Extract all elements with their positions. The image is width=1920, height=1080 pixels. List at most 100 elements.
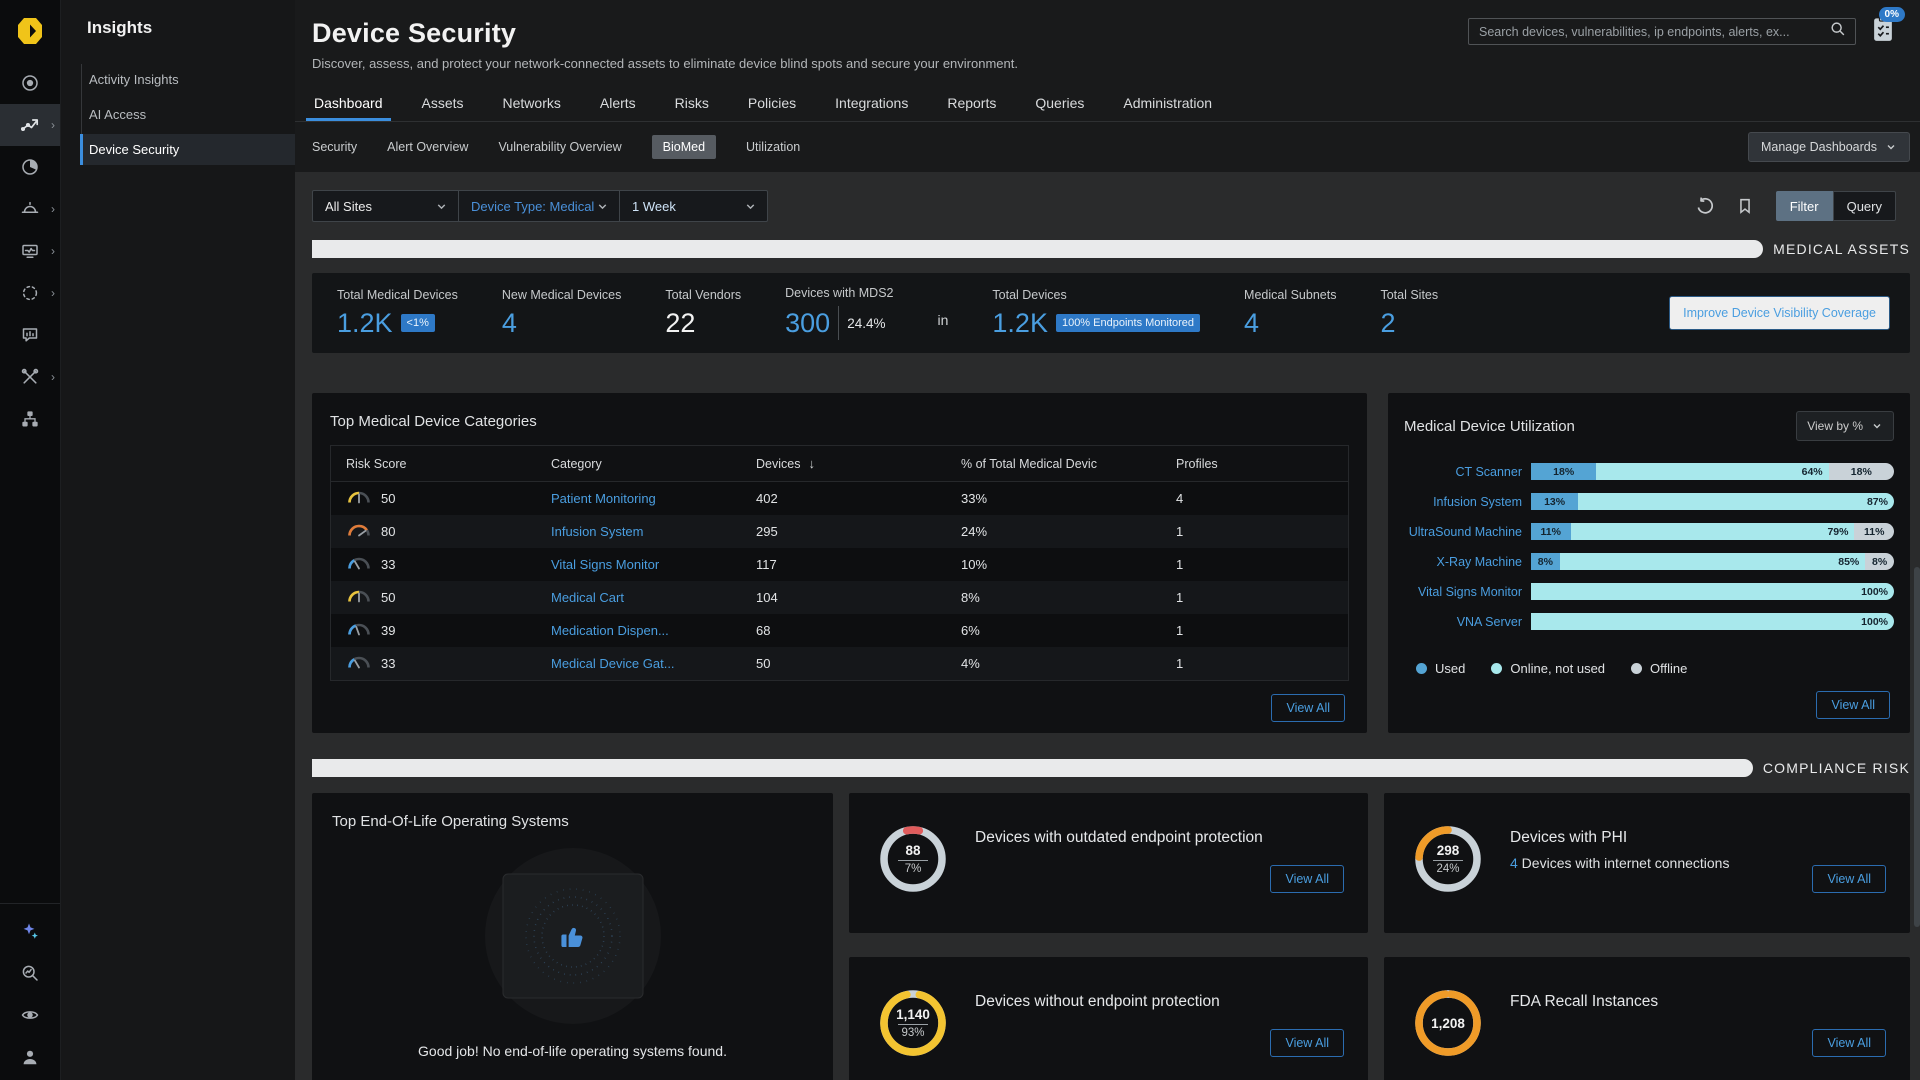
column-header-risk-score[interactable]: Risk Score <box>346 456 407 471</box>
query-toggle-button[interactable]: Query <box>1832 191 1896 221</box>
internet-connections-count[interactable]: 4 <box>1510 855 1518 872</box>
rail-item-eye[interactable] <box>0 994 60 1036</box>
category-link[interactable]: Medication Dispen... <box>551 623 669 638</box>
column-header-devices[interactable]: Devices ↓ <box>756 456 815 471</box>
subtab-alert-overview[interactable]: Alert Overview <box>387 140 469 154</box>
clipboard-icon[interactable] <box>1870 15 1896 48</box>
stat-value[interactable]: 22 <box>665 307 696 338</box>
scrollbar-thumb[interactable] <box>1914 567 1920 927</box>
device-type-dropdown[interactable]: Device Type: Medical <box>458 190 620 222</box>
utilization-card-title: Medical Device Utilization <box>1404 417 1575 435</box>
tab-risks[interactable]: Risks <box>674 95 709 111</box>
time-range-dropdown[interactable]: 1 Week <box>619 190 768 222</box>
category-link[interactable]: Vital Signs Monitor <box>551 557 660 572</box>
devices-cell: 50 <box>756 656 771 671</box>
compliance-card-3: 1,140 93% Devices without endpoint protect… <box>849 957 1368 1080</box>
device-category-link[interactable]: Vital Signs Monitor <box>1418 584 1522 599</box>
stat-value[interactable]: 1.2K <box>992 307 1048 338</box>
categories-view-all-button[interactable]: View All <box>1271 694 1345 722</box>
utilization-view-all-button[interactable]: View All <box>1816 691 1890 719</box>
table-row[interactable]: 39 Medication Dispen... 68 6% 1 <box>331 614 1348 647</box>
category-link[interactable]: Infusion System <box>551 524 644 539</box>
device-icon <box>20 199 40 219</box>
tab-networks[interactable]: Networks <box>502 95 561 111</box>
category-link[interactable]: Medical Device Gat... <box>551 656 675 671</box>
tab-assets[interactable]: Assets <box>421 95 464 111</box>
stat-devices-with-mds2: Devices with MDS2 300 24.4% <box>785 286 894 340</box>
sidebar-item-ai-access[interactable]: AI Access <box>89 107 147 122</box>
compliance-view-all-button[interactable]: View All <box>1812 1029 1886 1057</box>
rail-item-device[interactable]: › <box>0 188 60 230</box>
device-category-link[interactable]: UltraSound Machine <box>1408 524 1522 539</box>
rail-item-pie[interactable] <box>0 146 60 188</box>
column-header-category[interactable]: Category <box>551 456 602 471</box>
device-category-link[interactable]: VNA Server <box>1456 614 1522 629</box>
tasks-progress-widget[interactable]: 0% <box>1870 7 1905 49</box>
view-by-dropdown[interactable]: View by % <box>1796 411 1894 441</box>
stat-value[interactable]: 4 <box>501 307 517 338</box>
rail-item-monitor[interactable]: › <box>0 230 60 272</box>
subtab-security[interactable]: Security <box>312 140 358 154</box>
filter-toggle-button[interactable]: Filter <box>1775 191 1833 221</box>
refresh-icon[interactable] <box>1690 191 1720 221</box>
brand-logo[interactable] <box>0 0 60 62</box>
rail-item-report[interactable] <box>0 314 60 356</box>
rail-item-segments[interactable]: › <box>0 272 60 314</box>
chevron-down-icon <box>746 203 755 209</box>
table-row[interactable]: 33 Vital Signs Monitor 117 10% 1 <box>331 548 1348 581</box>
tab-queries[interactable]: Queries <box>1035 95 1085 111</box>
tab-dashboard[interactable]: Dashboard <box>306 87 390 121</box>
table-row[interactable]: 50 Patient Monitoring 402 33% 4 <box>331 482 1348 515</box>
rail-item-user[interactable] <box>0 1036 60 1078</box>
table-row[interactable]: 50 Medical Cart 104 8% 1 <box>331 581 1348 614</box>
tab-integrations[interactable]: Integrations <box>835 95 909 111</box>
tab-policies[interactable]: Policies <box>747 95 797 111</box>
manage-dashboards-button[interactable]: Manage Dashboards <box>1747 132 1910 162</box>
tab-alerts[interactable]: Alerts <box>599 95 636 111</box>
table-row[interactable]: 80 Infusion System 295 24% 1 <box>331 515 1348 548</box>
category-link[interactable]: Patient Monitoring <box>551 491 656 506</box>
category-link[interactable]: Medical Cart <box>551 590 624 605</box>
bookmark-icon[interactable] <box>1730 191 1760 221</box>
device-category-link[interactable]: X-Ray Machine <box>1436 554 1522 569</box>
search-icon[interactable] <box>1829 20 1847 43</box>
device-category-link[interactable]: CT Scanner <box>1455 464 1522 479</box>
stat-value-row: 22 <box>665 308 741 339</box>
rail-item-ai-sparkle[interactable] <box>0 910 60 952</box>
stat-value[interactable]: 300 <box>785 307 831 338</box>
subtab-vulnerability-overview[interactable]: Vulnerability Overview <box>498 140 622 154</box>
compliance-card-subtitle: 4 Devices with internet connections <box>1510 855 1730 872</box>
rail-item-network[interactable] <box>0 398 60 440</box>
rail-item-search-trend[interactable] <box>0 952 60 994</box>
donut-value: 1,208 <box>1431 1015 1465 1031</box>
column-header-profiles[interactable]: Profiles <box>1176 456 1218 471</box>
compliance-view-all-button[interactable]: View All <box>1270 1029 1344 1057</box>
stat-value[interactable]: 2 <box>1380 307 1396 338</box>
improve-visibility-link[interactable]: Improve Device Visibility Coverage <box>1669 296 1890 330</box>
tab-reports[interactable]: Reports <box>947 95 997 111</box>
tab-administration[interactable]: Administration <box>1123 95 1213 111</box>
stat-value[interactable]: 1.2K <box>337 307 393 338</box>
compliance-view-all-button[interactable]: View All <box>1812 865 1886 893</box>
compliance-view-all-button[interactable]: View All <box>1270 865 1344 893</box>
stat-label: Total Sites <box>1380 287 1439 302</box>
rail-item-discover[interactable] <box>0 62 60 104</box>
table-row[interactable]: 33 Medical Device Gat... 50 4% 1 <box>331 647 1348 680</box>
search-input[interactable] <box>1479 24 1829 39</box>
column-header--of-total-medical-devic[interactable]: % of Total Medical Devic <box>961 456 1097 471</box>
search-box[interactable] <box>1468 18 1856 45</box>
subtab-biomed[interactable]: BioMed <box>651 135 717 159</box>
subtab-utilization[interactable]: Utilization <box>746 140 801 154</box>
bar-segment-online-not-used: 85% <box>1559 553 1866 570</box>
device-category-link[interactable]: Infusion System <box>1433 494 1522 509</box>
sites-dropdown[interactable]: All Sites <box>312 190 459 222</box>
stat-value-row: 300 24.4% <box>785 306 893 340</box>
sidebar-item-activity-insights[interactable]: Activity Insights <box>89 72 179 87</box>
stat-value[interactable]: 4 <box>1244 307 1260 338</box>
sort-desc-icon[interactable]: ↓ <box>808 456 815 471</box>
bar-segment-used: 8% <box>1531 553 1560 570</box>
rail-item-tools[interactable]: › <box>0 356 60 398</box>
compliance-card-title: Devices without endpoint protection <box>975 993 1220 1010</box>
sidebar-item-device-security[interactable]: Device Security <box>80 134 295 165</box>
rail-item-insights[interactable]: › <box>0 104 60 146</box>
